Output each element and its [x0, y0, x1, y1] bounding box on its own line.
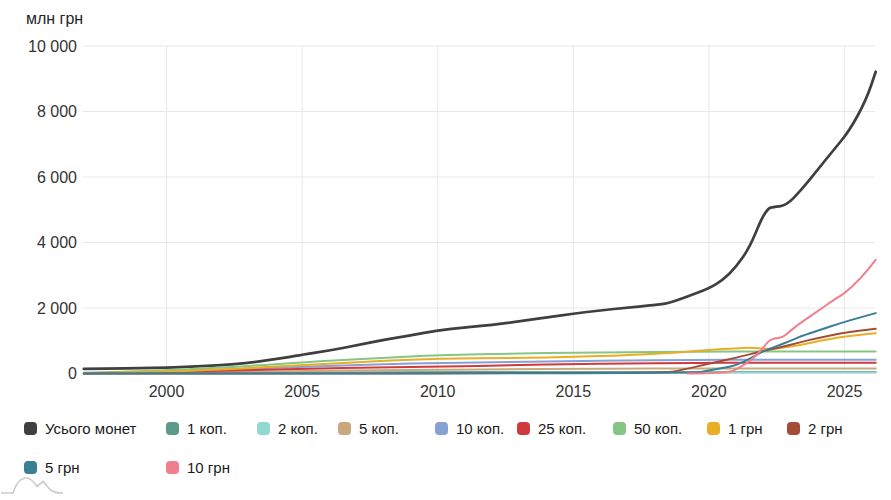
series-line-11 — [687, 260, 876, 374]
y-axis-label: 6 000 — [37, 169, 77, 186]
series-line-10 — [84, 313, 876, 373]
line-chart: 0 2 000 4 000 6 000 8 000 10 000 2000 2005 2010 2… — [0, 0, 891, 410]
y-axis-label: 2 000 — [37, 300, 77, 317]
x-axis-label: 2005 — [284, 383, 320, 400]
legend-item-7[interactable]: 50 коп. — [613, 420, 707, 437]
legend-item-9[interactable]: 2 грн — [787, 420, 843, 437]
legend-swatch — [435, 422, 448, 435]
legend-item-6[interactable]: 25 коп. — [517, 420, 613, 437]
series-line-1 — [84, 72, 876, 369]
chart-legend: Усього монет 1 коп. 2 коп. 5 коп. 10 коп. 25 … — [24, 420, 843, 476]
legend-label: Усього монет — [45, 420, 137, 437]
legend-label: 1 коп. — [187, 420, 227, 437]
legend-swatch — [517, 422, 530, 435]
y-axis-label: 0 — [68, 365, 77, 382]
legend-label: 2 коп. — [278, 420, 318, 437]
legend-label: 1 грн — [728, 420, 763, 437]
legend-item-2[interactable]: 1 коп. — [166, 420, 257, 437]
legend-swatch — [257, 422, 270, 435]
legend-item-3[interactable]: 2 коп. — [257, 420, 338, 437]
legend-label: 5 коп. — [359, 420, 399, 437]
x-axis-label: 2020 — [691, 383, 727, 400]
x-axis-label: 2000 — [149, 383, 185, 400]
y-axis-label: 10 000 — [28, 38, 77, 55]
y-axis-label: 4 000 — [37, 234, 77, 251]
legend-item-11[interactable]: 10 грн — [166, 459, 257, 476]
legend-swatch — [707, 422, 720, 435]
legend-label: 2 грн — [808, 420, 843, 437]
legend-label: 10 коп. — [456, 420, 504, 437]
legend-swatch — [166, 461, 179, 474]
legend-label: 25 коп. — [538, 420, 586, 437]
x-axis-label: 2010 — [420, 383, 456, 400]
legend-label: 50 коп. — [634, 420, 682, 437]
x-axis-label: 2025 — [827, 383, 863, 400]
legend-swatch — [338, 422, 351, 435]
legend-item-5[interactable]: 10 коп. — [435, 420, 517, 437]
legend-swatch — [613, 422, 626, 435]
legend-swatch — [787, 422, 800, 435]
legend-label: 10 грн — [187, 459, 230, 476]
y-axis-label: 8 000 — [37, 103, 77, 120]
legend-item-4[interactable]: 5 коп. — [338, 420, 435, 437]
x-axis-label: 2015 — [556, 383, 592, 400]
legend-item-8[interactable]: 1 грн — [707, 420, 787, 437]
wave-logo-icon — [0, 472, 70, 500]
legend-swatch — [166, 422, 179, 435]
legend-item-1[interactable]: Усього монет — [24, 420, 166, 437]
legend-swatch — [24, 422, 37, 435]
